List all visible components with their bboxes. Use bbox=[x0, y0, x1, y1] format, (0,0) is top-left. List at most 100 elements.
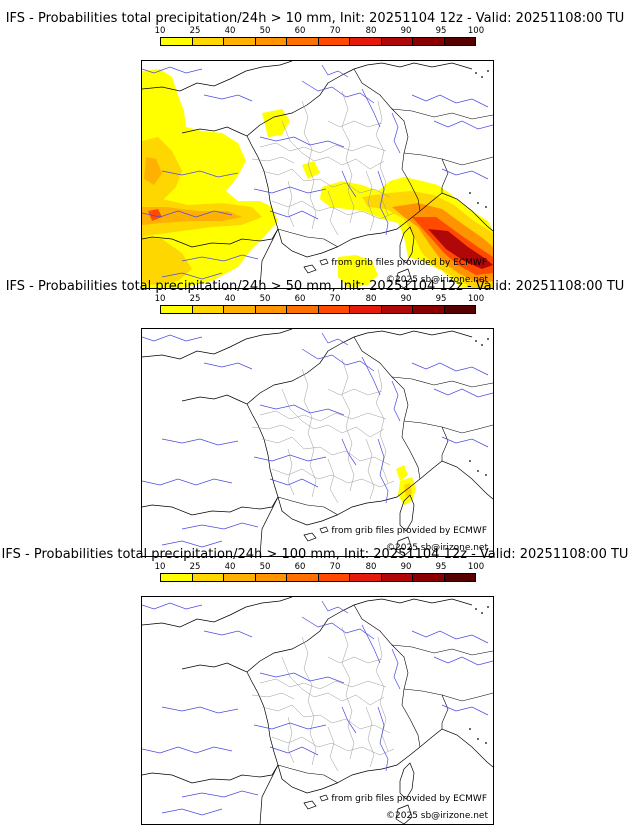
rivers-layer bbox=[142, 64, 493, 280]
legend-swatch bbox=[192, 574, 224, 581]
legend-tick-label: 10 bbox=[154, 562, 166, 572]
precip-area bbox=[396, 465, 408, 481]
legend-swatch bbox=[287, 574, 319, 581]
precip-area bbox=[148, 209, 162, 221]
islands-dots bbox=[469, 70, 489, 208]
precip-area bbox=[302, 161, 320, 179]
legend-swatch bbox=[287, 38, 319, 45]
legend-tick-label: 90 bbox=[400, 26, 412, 36]
map-frame: from grib files provided by ECMWF ©2025 … bbox=[141, 328, 494, 557]
legend-tick-label: 70 bbox=[329, 562, 341, 572]
legend-swatch bbox=[350, 306, 382, 313]
legend-tick-label: 95 bbox=[435, 562, 447, 572]
legend-tick-label: 95 bbox=[435, 26, 447, 36]
rivers-layer bbox=[142, 332, 493, 548]
precipitation-layer bbox=[142, 69, 493, 288]
legend-tick-label: 25 bbox=[189, 562, 201, 572]
credit-source: from grib files provided by ECMWF bbox=[331, 526, 487, 536]
legend-tick-label: 60 bbox=[294, 294, 306, 304]
legend-swatch bbox=[381, 306, 413, 313]
legend-tick-label: 50 bbox=[259, 26, 271, 36]
legend-ticks: 10 25 40 50 60 70 80 90 95 100 bbox=[155, 562, 485, 573]
legend-tick-label: 100 bbox=[467, 562, 485, 572]
legend-tick-label: 95 bbox=[435, 294, 447, 304]
legend-swatch bbox=[381, 38, 413, 45]
legend-swatch bbox=[318, 306, 350, 313]
legend-swatch bbox=[255, 574, 287, 581]
legend-swatch bbox=[318, 574, 350, 581]
legend-swatch bbox=[224, 574, 256, 581]
legend-tick-label: 50 bbox=[259, 562, 271, 572]
rivers-layer bbox=[142, 600, 493, 816]
legend-swatch bbox=[444, 38, 475, 45]
coastlines-layer bbox=[142, 597, 493, 824]
credit-copyright: ©2025 sb@irizone.net bbox=[386, 275, 488, 285]
borders-layer bbox=[277, 68, 493, 248]
legend-tick-label: 70 bbox=[329, 26, 341, 36]
precip-area bbox=[262, 109, 290, 137]
legend-swatch bbox=[192, 38, 224, 45]
legend-tick-label: 50 bbox=[259, 294, 271, 304]
legend-swatch bbox=[413, 574, 445, 581]
legend-tick-label: 80 bbox=[365, 294, 377, 304]
legend-tick-label: 100 bbox=[467, 294, 485, 304]
france-map bbox=[142, 329, 493, 556]
credit-copyright: ©2025 sb@irizone.net bbox=[386, 543, 488, 553]
legend-tick-label: 90 bbox=[400, 562, 412, 572]
legend-tick-label: 70 bbox=[329, 294, 341, 304]
legend-swatch bbox=[413, 38, 445, 45]
legend-bar bbox=[160, 305, 476, 314]
forecast-panel-2: IFS - Probabilities total precipitation/… bbox=[0, 279, 630, 557]
precip-area bbox=[144, 157, 162, 185]
credit-source: from grib files provided by ECMWF bbox=[331, 794, 487, 804]
legend-tick-label: 80 bbox=[365, 562, 377, 572]
legend-tick-label: 60 bbox=[294, 562, 306, 572]
legend-swatch bbox=[161, 306, 193, 313]
legend-ticks: 10 25 40 50 60 70 80 90 95 100 bbox=[155, 294, 485, 305]
credit-source: from grib files provided by ECMWF bbox=[331, 258, 487, 268]
islands-dots bbox=[469, 338, 489, 476]
legend-tick-label: 25 bbox=[189, 26, 201, 36]
islands-dots bbox=[469, 606, 489, 744]
precip-area bbox=[142, 237, 192, 285]
legend-swatch bbox=[192, 306, 224, 313]
borders-layer bbox=[277, 604, 493, 784]
legend-tick-label: 40 bbox=[224, 294, 236, 304]
legend-tick-label: 25 bbox=[189, 294, 201, 304]
legend-swatch bbox=[255, 38, 287, 45]
panel-title: IFS - Probabilities total precipitation/… bbox=[5, 279, 625, 294]
france-map bbox=[142, 597, 493, 824]
legend-bar bbox=[160, 37, 476, 46]
forecast-panel-3: IFS - Probabilities total precipitation/… bbox=[0, 547, 630, 825]
coastlines-layer bbox=[142, 329, 493, 556]
color-legend: 10 25 40 50 60 70 80 90 95 100 bbox=[155, 294, 485, 320]
legend-swatch bbox=[444, 306, 475, 313]
panel-title: IFS - Probabilities total precipitation/… bbox=[5, 11, 625, 26]
precip-area bbox=[404, 483, 412, 497]
precip-area bbox=[142, 137, 182, 203]
legend-swatch bbox=[224, 38, 256, 45]
forecast-panel-1: IFS - Probabilities total precipitation/… bbox=[0, 11, 630, 289]
map-frame: from grib files provided by ECMWF ©2025 … bbox=[141, 596, 494, 825]
legend-swatch bbox=[287, 306, 319, 313]
legend-swatch bbox=[381, 574, 413, 581]
legend-tick-label: 60 bbox=[294, 26, 306, 36]
legend-tick-label: 80 bbox=[365, 26, 377, 36]
legend-ticks: 10 25 40 50 60 70 80 90 95 100 bbox=[155, 26, 485, 37]
legend-swatch bbox=[161, 38, 193, 45]
precip-area bbox=[142, 69, 278, 288]
legend-bar bbox=[160, 573, 476, 582]
legend-swatch bbox=[444, 574, 475, 581]
legend-swatch bbox=[350, 574, 382, 581]
legend-swatch bbox=[350, 38, 382, 45]
france-map bbox=[142, 61, 493, 288]
legend-tick-label: 100 bbox=[467, 26, 485, 36]
legend-tick-label: 10 bbox=[154, 26, 166, 36]
color-legend: 10 25 40 50 60 70 80 90 95 100 bbox=[155, 26, 485, 52]
color-legend: 10 25 40 50 60 70 80 90 95 100 bbox=[155, 562, 485, 588]
legend-swatch bbox=[224, 306, 256, 313]
credit-copyright: ©2025 sb@irizone.net bbox=[386, 811, 488, 821]
panel-title: IFS - Probabilities total precipitation/… bbox=[1, 547, 629, 562]
precip-area bbox=[338, 255, 378, 288]
legend-tick-label: 40 bbox=[224, 562, 236, 572]
